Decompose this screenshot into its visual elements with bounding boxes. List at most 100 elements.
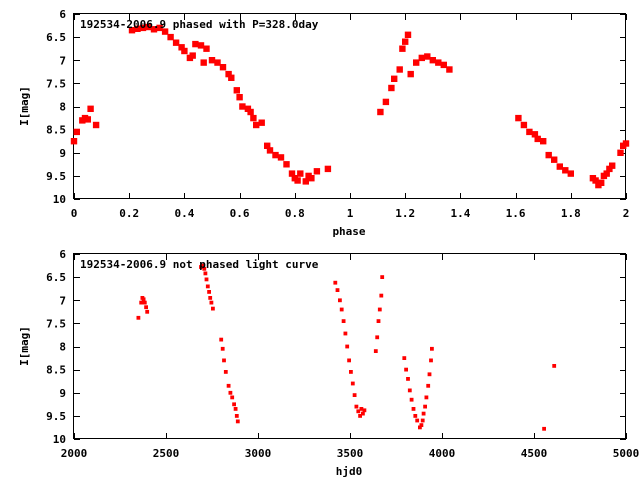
data-point	[266, 147, 274, 154]
data-point	[150, 26, 158, 33]
data-point	[139, 24, 147, 32]
data-point	[376, 319, 381, 323]
data-point	[552, 364, 557, 368]
data-point	[424, 53, 431, 60]
data-point	[161, 28, 169, 35]
data-point	[345, 344, 350, 349]
data-point	[352, 393, 357, 397]
data-point	[435, 59, 442, 66]
data-point	[388, 84, 395, 92]
data-point	[391, 75, 398, 82]
x-tick-label: 0.2	[119, 207, 139, 220]
data-point	[302, 178, 309, 185]
y-tick-label: 10	[53, 433, 66, 446]
data-point	[232, 402, 236, 407]
raw-light-curve-panel: 2000 2500 3000 3500 4000 4500 5000 6 6.5 7 7.5 8 8.…	[18, 248, 639, 478]
data-point	[222, 358, 226, 363]
data-point	[420, 418, 425, 423]
data-point	[603, 170, 610, 177]
axis-ticks	[74, 254, 627, 440]
data-point	[239, 103, 246, 110]
y-tick-label: 6.5	[46, 271, 66, 284]
data-points	[70, 23, 630, 189]
data-point	[136, 315, 141, 320]
chart-title: 192534-2006.9 phased with P=328.0day	[80, 18, 319, 31]
y-tick-label: 8	[59, 101, 66, 114]
data-point	[567, 170, 574, 177]
data-point	[423, 404, 427, 409]
data-point	[354, 404, 359, 409]
x-tick-label: 1.8	[561, 207, 581, 220]
x-tick-label: 5000	[613, 447, 640, 460]
data-point	[156, 24, 163, 32]
phased-light-curve-panel: 0 0.2 0.4 0.6 0.8 1 1.2 1.4 1.6 1.8 2 6 6.5 7 7.5 8 8.5…	[18, 8, 629, 238]
data-point	[250, 114, 257, 122]
data-point	[145, 309, 150, 314]
data-point	[407, 70, 414, 78]
data-point	[520, 121, 528, 129]
data-point	[288, 170, 296, 177]
data-point	[192, 40, 199, 48]
x-tick-labels: 2000 2500 3000 3500 4000 4500 5000	[61, 447, 640, 460]
data-point	[418, 425, 422, 430]
data-point	[181, 47, 188, 55]
y-tick-label: 9.5	[46, 170, 66, 183]
data-point	[377, 307, 382, 312]
data-point	[87, 105, 94, 112]
data-point	[335, 288, 340, 292]
x-tick-label: 0	[71, 207, 78, 220]
data-point	[200, 263, 205, 268]
data-point	[228, 74, 235, 81]
y-tick-label: 9	[59, 387, 66, 400]
data-point	[294, 177, 301, 184]
x-tick-labels: 0 0.2 0.4 0.6 0.8 1 1.2 1.4 1.6 1.8 2	[71, 207, 630, 220]
data-point	[253, 121, 260, 129]
y-tick-label: 9.5	[46, 410, 66, 423]
data-point	[134, 25, 141, 32]
y-tick-label: 8.5	[46, 124, 66, 137]
data-point	[427, 372, 432, 377]
data-point	[419, 423, 424, 427]
data-point	[235, 419, 240, 424]
data-point	[418, 54, 425, 62]
data-point	[277, 154, 285, 161]
data-point	[526, 128, 533, 136]
data-point	[411, 407, 416, 411]
data-point	[73, 128, 80, 136]
y-tick-label: 8	[59, 341, 66, 354]
data-point	[430, 346, 434, 351]
x-tick-label: 0.8	[285, 207, 305, 220]
data-point	[236, 94, 243, 101]
x-tick-label: 2	[623, 207, 630, 220]
data-point	[308, 175, 315, 182]
y-axis-label: I[mag]	[18, 86, 31, 126]
data-point	[375, 335, 380, 340]
data-point	[219, 337, 224, 342]
data-point	[84, 116, 91, 123]
data-point	[297, 170, 304, 177]
data-point	[347, 358, 351, 363]
x-tick-label: 1.4	[450, 207, 470, 220]
data-point	[92, 121, 100, 129]
data-point	[440, 61, 447, 69]
x-tick-label: 0.4	[174, 207, 194, 220]
y-tick-label: 6	[59, 8, 66, 21]
x-tick-label: 1	[347, 207, 354, 220]
x-tick-label: 3500	[337, 447, 364, 460]
x-tick-label: 1.2	[395, 207, 415, 220]
data-point	[203, 271, 208, 276]
data-point	[349, 370, 353, 374]
data-point	[341, 319, 346, 323]
data-point	[142, 300, 147, 305]
data-point	[402, 38, 409, 45]
data-point	[545, 151, 552, 159]
chart-title: 192534-2006.9 not phased light curve	[80, 258, 319, 271]
data-point	[313, 168, 321, 175]
data-point	[404, 367, 408, 372]
data-point	[214, 59, 221, 66]
data-point	[413, 59, 420, 66]
data-point	[609, 162, 616, 169]
x-tick-label: 3000	[245, 447, 272, 460]
data-point	[230, 395, 235, 400]
data-point	[205, 284, 210, 289]
